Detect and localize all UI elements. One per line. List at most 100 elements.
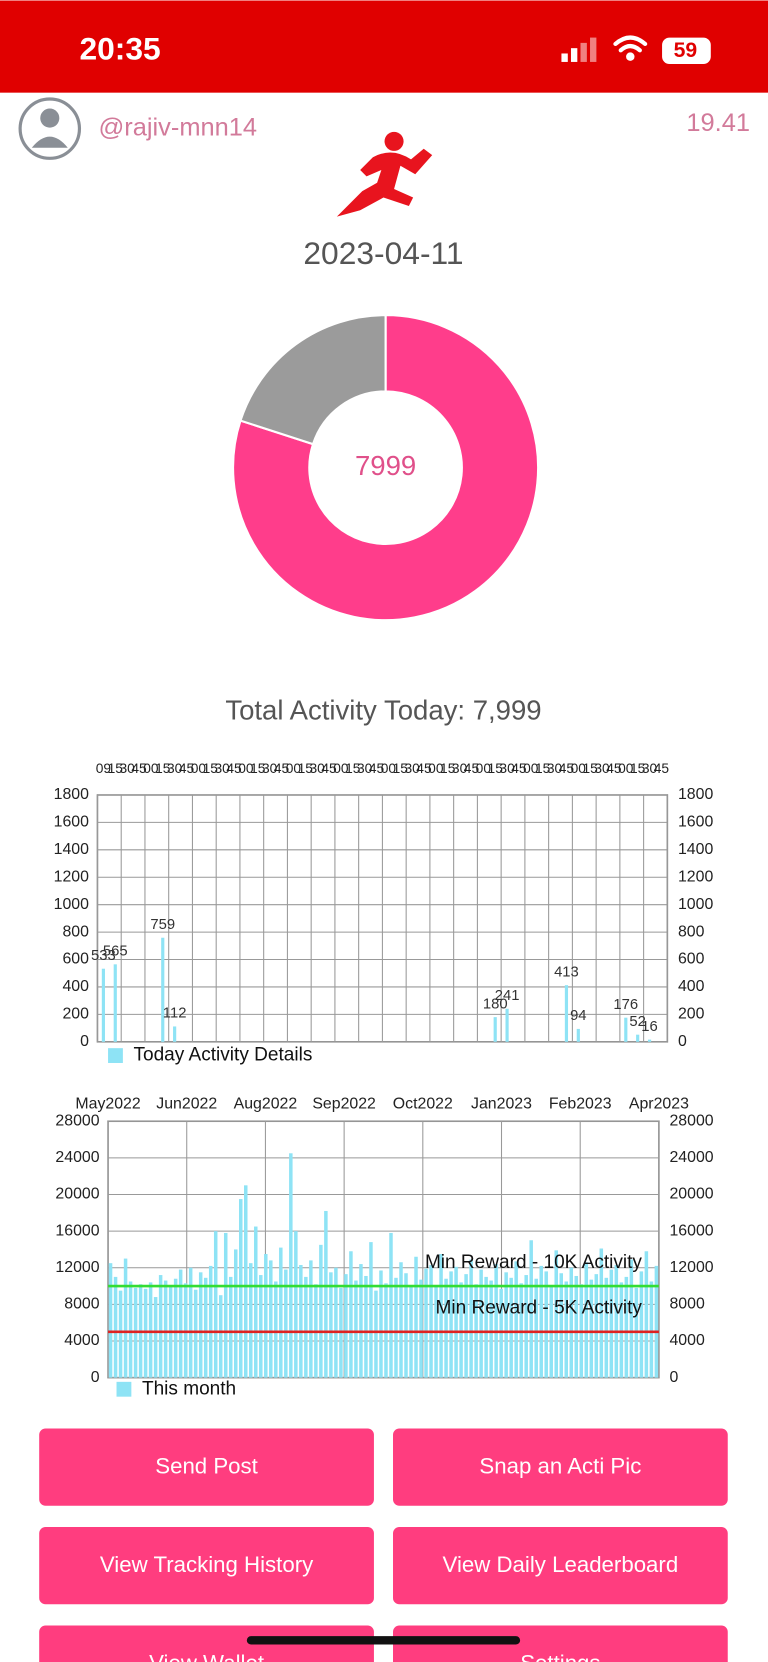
x-tick-label: 30 [119,761,135,776]
bar [539,1265,543,1378]
bar [349,1251,353,1378]
y2-tick-label: 28000 [669,1112,713,1129]
bar [264,1254,268,1378]
y2-tick-label: 1600 [678,814,713,831]
y2-tick-label: 200 [678,1006,705,1023]
battery-icon [662,37,711,65]
y-tick-label: 28000 [55,1112,99,1129]
bar [344,1274,348,1378]
button-label[interactable]: View Wallet [149,1651,265,1662]
bar [178,1269,183,1378]
bar [183,1283,188,1378]
x-tick-label: 00 [381,761,397,776]
bar [439,1254,443,1378]
button-label[interactable]: View Daily Leaderboard [443,1552,679,1577]
bar [584,1262,589,1378]
button-label[interactable]: Snap an Acti Pic [479,1454,641,1479]
bar [208,1265,213,1378]
x-tick-label: 45 [274,761,290,776]
total-activity: Total Activity Today: 7,999 [225,695,541,726]
score: 19.41 [686,109,750,137]
y-tick-label: 20000 [55,1186,99,1203]
x-tick-label: 45 [559,761,575,776]
bar [424,1268,428,1378]
bar [636,1034,640,1042]
x-tick-label: 45 [226,761,242,776]
button-bg[interactable] [39,1428,374,1506]
x-tick-label: 45 [131,761,147,776]
bar [484,1276,488,1378]
bar [454,1266,458,1378]
bar [494,1264,498,1378]
action-button[interactable]: View Tracking History [39,1526,374,1605]
action-button[interactable]: View Daily Leaderboard [393,1526,728,1605]
button-bg[interactable] [39,1526,374,1605]
y-tick-label: 1400 [54,841,89,858]
y-tick-label: 1000 [54,896,89,913]
avatar[interactable] [18,97,82,160]
x-tick-label: 45 [321,761,337,776]
y-tick-label: 800 [62,923,89,940]
action-button[interactable]: Send Post [39,1428,374,1506]
bar [379,1270,383,1378]
button-bg[interactable] [393,1625,728,1662]
x-tick-label: 09 [96,761,111,776]
bar [614,1264,619,1378]
x-tick-label: 15 [488,761,504,776]
legend-swatch [116,1381,132,1397]
bar [554,1250,558,1378]
x-tick-label: Jan2023 [471,1095,532,1112]
y-tick-label: 1200 [54,868,89,885]
bar [629,1259,634,1378]
bar [589,1279,594,1378]
bar [559,1273,563,1378]
bar [574,1275,579,1378]
action-button[interactable]: View Wallet [39,1625,374,1662]
bar [619,1282,624,1378]
button-bg[interactable] [393,1526,728,1605]
bar [329,1272,333,1378]
button-bg[interactable] [393,1428,728,1506]
bar [499,1288,503,1378]
value-label: 176 [613,997,638,1013]
button-bg[interactable] [39,1625,374,1662]
y2-tick-label: 800 [678,923,705,940]
x-tick-label: Sep2022 [312,1095,376,1112]
button-label[interactable]: Settings [520,1651,600,1662]
y2-tick-label: 8000 [669,1296,704,1313]
bar [519,1283,523,1378]
value-label: 94 [570,1008,587,1024]
bar [489,1280,493,1378]
bar [319,1244,323,1378]
bar [218,1295,223,1378]
y-tick-label: 200 [62,1006,89,1023]
x-tick-label: 15 [440,761,456,776]
bar [599,1248,604,1378]
action-button[interactable]: Snap an Acti Pic [393,1428,728,1506]
y2-tick-label: 0 [669,1369,678,1386]
bar [113,1276,118,1378]
bar [569,1267,574,1378]
y-tick-label: 0 [91,1369,100,1386]
y-tick-label: 600 [62,951,89,968]
bar [148,1282,153,1378]
x-tick-label: 00 [571,761,587,776]
bar [649,1281,654,1378]
bar [414,1256,418,1378]
x-tick-label: 30 [547,761,563,776]
x-tick-label: 00 [238,761,254,776]
bar [123,1258,128,1378]
x-tick-label: 00 [618,761,634,776]
value-label: 565 [103,944,128,960]
y2-tick-label: 600 [678,951,705,968]
x-tick-label: 15 [535,761,551,776]
button-label[interactable]: Send Post [155,1454,258,1479]
action-button[interactable]: Settings [393,1625,728,1662]
button-label[interactable]: View Tracking History [100,1552,314,1577]
bar [324,1210,328,1378]
bar [493,1017,497,1042]
bar [464,1274,468,1378]
bar [238,1199,243,1378]
bar [389,1232,393,1378]
value-label: 112 [163,1006,187,1022]
